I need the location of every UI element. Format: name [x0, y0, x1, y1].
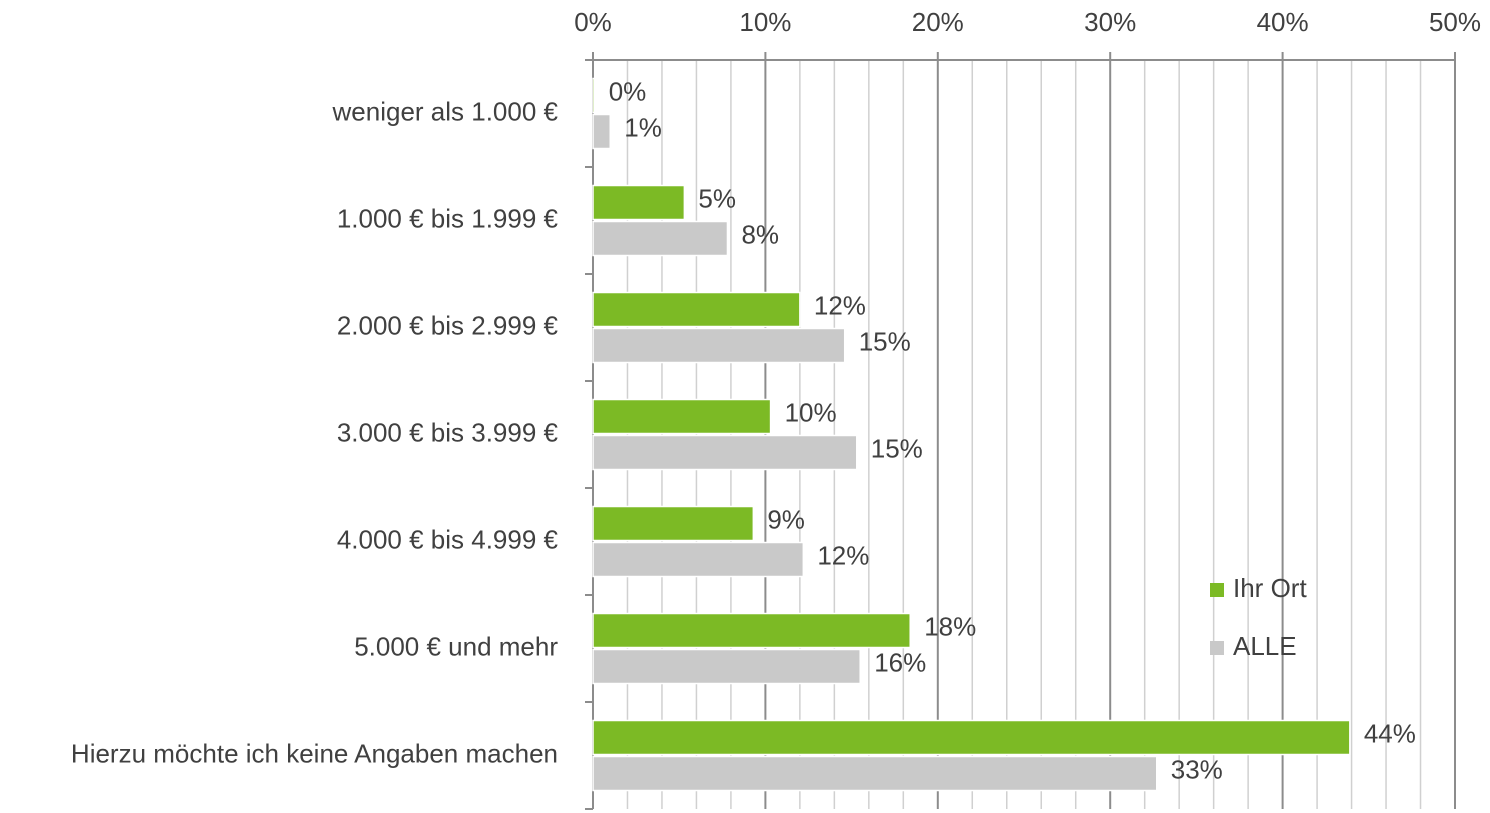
bar	[592, 505, 755, 542]
y-tick-label: 4.000 € bis 4.999 €	[337, 524, 559, 554]
bar	[592, 434, 858, 471]
data-label: 8%	[741, 219, 779, 249]
legend-label: ALLE	[1233, 631, 1297, 661]
bar	[592, 77, 596, 114]
x-tick-label: 40%	[1257, 7, 1309, 37]
legend-swatch	[1210, 583, 1224, 597]
y-tick-label: 1.000 € bis 1.999 €	[337, 203, 559, 233]
bar	[592, 648, 861, 685]
y-tick-label: 3.000 € bis 3.999 €	[337, 417, 559, 447]
x-tick-label: 50%	[1429, 7, 1481, 37]
data-label: 5%	[698, 183, 736, 213]
y-tick-label: Hierzu möchte ich keine Angaben machen	[71, 738, 558, 768]
legend-swatch	[1210, 641, 1224, 655]
data-label: 12%	[814, 290, 866, 320]
bar	[592, 612, 911, 649]
x-tick-label: 20%	[912, 7, 964, 37]
data-label: 9%	[767, 504, 805, 534]
data-label: 44%	[1364, 718, 1416, 748]
data-label: 33%	[1171, 754, 1223, 784]
data-label: 16%	[874, 647, 926, 677]
legend-label: Ihr Ort	[1233, 573, 1307, 603]
data-label: 15%	[871, 433, 923, 463]
bar	[592, 220, 729, 257]
x-tick-label: 30%	[1084, 7, 1136, 37]
y-tick-label: weniger als 1.000 €	[332, 96, 559, 126]
x-tick-label: 0%	[574, 7, 612, 37]
data-label: 1%	[624, 112, 662, 142]
bar	[592, 398, 772, 435]
data-label: 15%	[859, 326, 911, 356]
x-tick-label: 10%	[739, 7, 791, 37]
bar	[592, 541, 805, 578]
bar	[592, 113, 611, 150]
bar	[592, 184, 686, 221]
data-label: 10%	[785, 397, 837, 427]
bar	[592, 327, 846, 364]
data-label: 18%	[924, 611, 976, 641]
data-label: 12%	[817, 540, 869, 570]
y-tick-label: 2.000 € bis 2.999 €	[337, 310, 559, 340]
y-tick-label: 5.000 € und mehr	[354, 631, 558, 661]
data-label: 0%	[609, 76, 647, 106]
bar	[592, 291, 801, 328]
bar	[592, 719, 1351, 756]
bar	[592, 755, 1158, 792]
